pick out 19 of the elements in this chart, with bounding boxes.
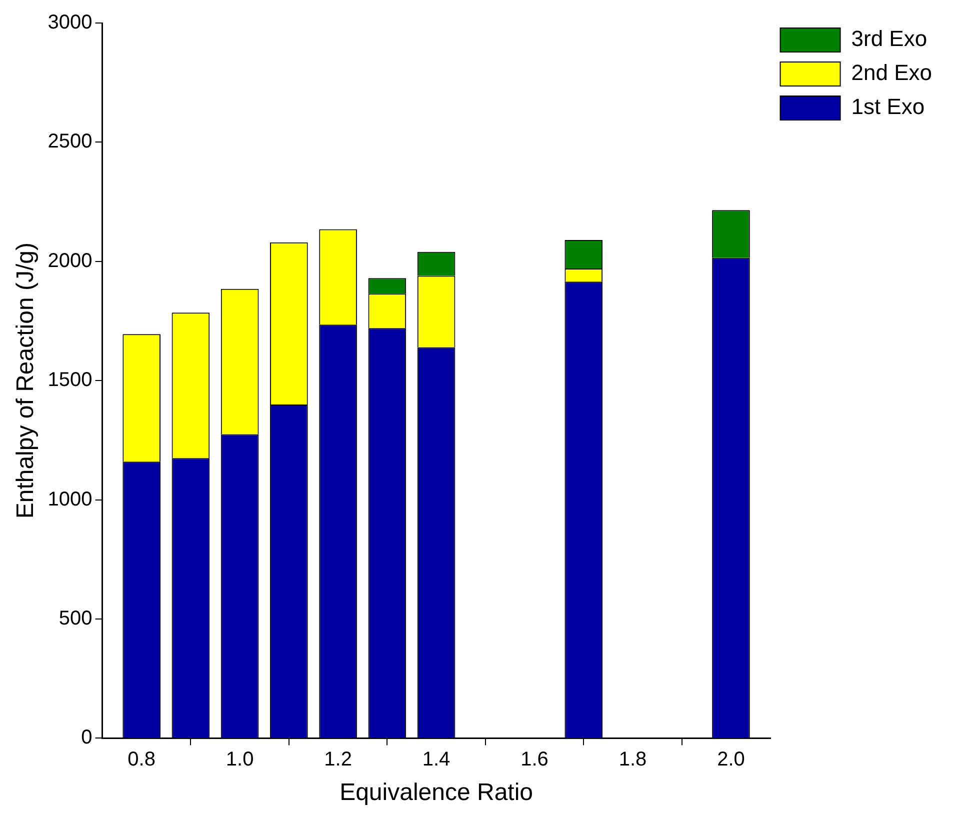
y-tick-label: 2500 (48, 130, 92, 153)
legend-label: 1st Exo (851, 94, 925, 120)
x-tick-label: 0.8 (128, 748, 156, 771)
x-tick-label: 1.4 (422, 748, 450, 771)
x-tick-label: 1.0 (226, 748, 254, 771)
y-axis-title: Enthalpy of Reaction (J/g) (12, 242, 40, 519)
y-tick-label: 500 (58, 608, 92, 630)
x-tick-label: 1.6 (520, 748, 548, 771)
y-tick-label: 2000 (48, 250, 92, 272)
legend-label: 3rd Exo (851, 26, 928, 52)
x-tick-label: 2.0 (717, 748, 745, 771)
x-tick-label: 1.2 (324, 748, 352, 771)
x-axis-title: Equivalence Ratio (340, 779, 534, 806)
y-tick-label: 1500 (48, 369, 92, 392)
y-tick-label: 1000 (48, 488, 92, 510)
legend-label: 2nd Exo (851, 60, 932, 86)
y-tick-label: 0 (81, 726, 92, 749)
x-tick-label: 1.8 (618, 748, 647, 771)
y-tick-label: 3000 (48, 12, 92, 34)
